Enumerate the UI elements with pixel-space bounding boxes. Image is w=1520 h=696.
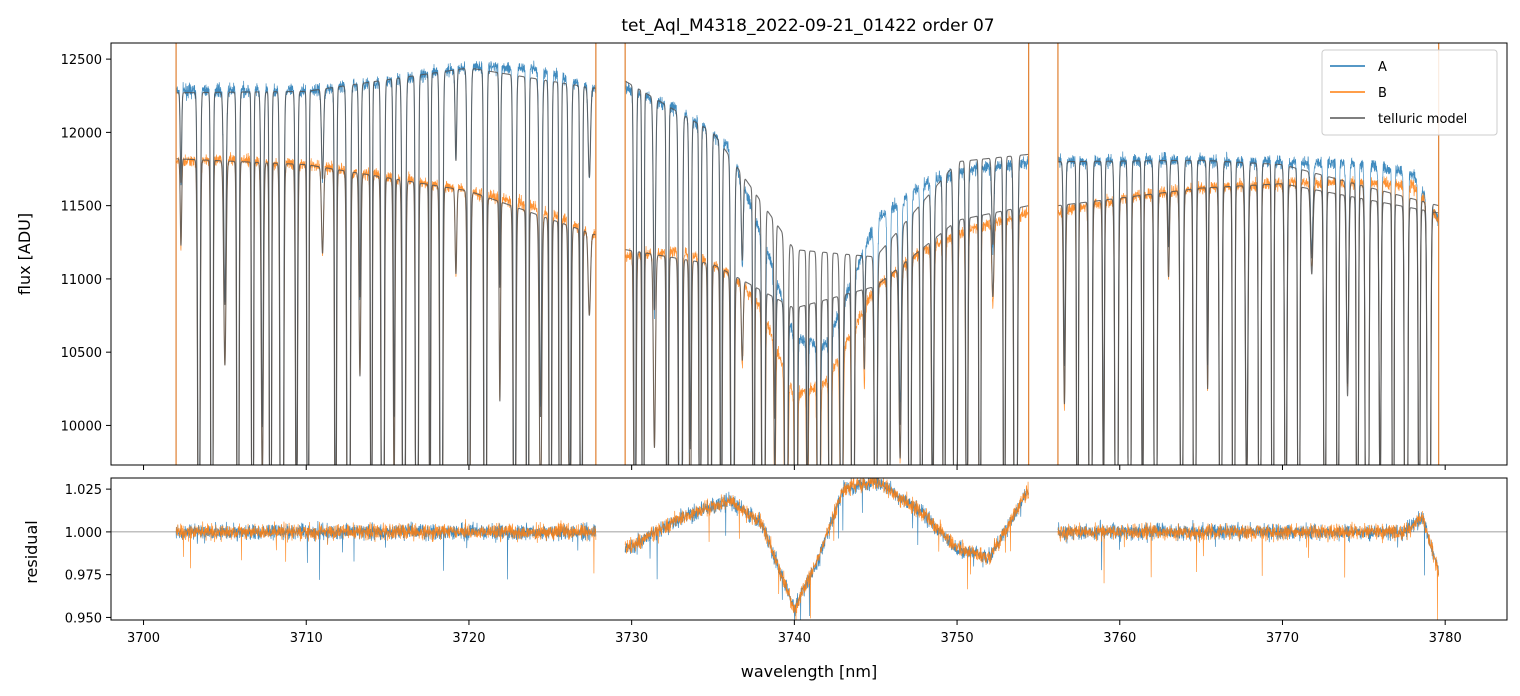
bottom-xtick-label: 3730 xyxy=(615,631,648,646)
telluric-model-line-a-seg1 xyxy=(624,80,1029,465)
legend-label-a: A xyxy=(1378,60,1387,75)
bottom-axes-frame xyxy=(110,477,1508,621)
bottom-xtick-label: 3770 xyxy=(1266,631,1299,646)
telluric-model-line-b-seg2 xyxy=(1057,183,1439,465)
telluric-model-line-b-seg1 xyxy=(625,205,1029,465)
top-x-axis xyxy=(143,465,1446,470)
bottom-xtick-label: 3710 xyxy=(290,631,323,646)
top-ytick-label: 10000 xyxy=(61,419,102,434)
x-axis-label: wavelength [nm] xyxy=(741,662,878,681)
top-y-axis: 10000 10500 11000 11500 12000 12500 xyxy=(61,53,111,434)
bottom-xtick-label: 3780 xyxy=(1429,631,1462,646)
residual-b-line-seg0 xyxy=(175,519,597,574)
telluric-model-line-a-seg0 xyxy=(176,68,596,465)
top-y-axis-label: flux [ADU] xyxy=(15,213,34,295)
legend-box xyxy=(1321,49,1498,136)
top-ytick-label: 12500 xyxy=(61,53,102,68)
top-ytick-label: 11500 xyxy=(61,200,102,215)
top-ytick-label: 12000 xyxy=(61,126,102,141)
bottom-y-axis-label: residual xyxy=(22,520,41,583)
top-panel: 10000 10500 11000 11500 12000 12500 flux [ADU… xyxy=(15,42,1508,470)
chart-title: tet_Aql_M4318_2022-09-21_01422 order 07 xyxy=(621,16,994,36)
top-axes-frame xyxy=(110,42,1508,466)
top-clipped-data xyxy=(175,43,1440,465)
residual-a-line-seg2 xyxy=(1057,511,1439,576)
bottom-plot-area xyxy=(111,478,1507,620)
legend: A B telluric model xyxy=(1321,49,1498,136)
bottom-x-axis: 3700 3710 3720 3730 3740 3750 3760 3770 3780 xyxy=(127,620,1462,646)
residual-a-line-seg1 xyxy=(624,478,1029,620)
top-ytick-label: 10500 xyxy=(61,346,102,361)
bottom-ytick-label: 1.025 xyxy=(65,483,102,498)
bottom-ytick-label: 0.975 xyxy=(65,569,102,584)
legend-label-telluric: telluric model xyxy=(1378,112,1467,127)
bottom-xtick-label: 3740 xyxy=(778,631,811,646)
legend-label-b: B xyxy=(1378,86,1387,101)
bottom-xtick-label: 3760 xyxy=(1103,631,1136,646)
residual-b-line-seg2 xyxy=(1057,510,1440,620)
bottom-clipped-data xyxy=(111,478,1507,620)
bottom-panel: 0.950 0.975 1.000 1.025 3700 3710 3720 3730 374… xyxy=(22,477,1508,681)
bottom-xtick-label: 3750 xyxy=(941,631,974,646)
top-plot-area xyxy=(175,43,1440,465)
bottom-y-axis: 0.950 0.975 1.000 1.025 xyxy=(65,483,111,626)
bottom-xtick-label: 3700 xyxy=(127,631,160,646)
bottom-ytick-label: 1.000 xyxy=(65,526,102,541)
top-ytick-label: 11000 xyxy=(61,273,102,288)
telluric-model-line-b-seg0 xyxy=(176,158,596,465)
residual-b-line-seg1 xyxy=(624,478,1029,620)
bottom-ytick-label: 0.950 xyxy=(65,611,102,626)
bottom-xtick-label: 3720 xyxy=(452,631,485,646)
